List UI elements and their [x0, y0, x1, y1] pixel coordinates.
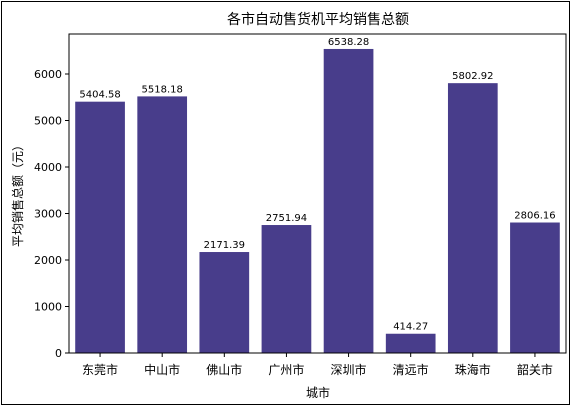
bar-6 [447, 83, 498, 353]
y-axis-label: 平均销售总额（元） [10, 139, 25, 247]
x-tick-label-1: 中山市 [144, 362, 180, 377]
bar-value-label-4: 6538.28 [328, 37, 369, 48]
bar-value-label-5: 414.27 [393, 322, 428, 333]
bar-value-label-2: 2171.39 [204, 240, 245, 251]
y-axis: 0 1000 2000 3000 4000 5000 6000 [34, 68, 69, 360]
bar-value-label-6: 5802.92 [452, 71, 493, 82]
chart-title: 各市自动售货机平均销售总额 [227, 11, 409, 28]
x-tick-label-4: 深圳市 [331, 362, 367, 377]
y-tick-label-4: 4000 [34, 161, 62, 174]
y-tick-label-0: 0 [55, 347, 62, 360]
x-tick-label-3: 广州市 [268, 362, 304, 377]
bar-3 [261, 225, 312, 353]
x-tick-label-2: 佛山市 [206, 362, 242, 377]
x-tick-label-6: 珠海市 [455, 362, 491, 377]
bar-4 [323, 48, 374, 354]
x-tick-label-7: 韶关市 [517, 362, 553, 377]
x-tick-label-5: 清远市 [393, 362, 429, 377]
bar-value-label-1: 5518.18 [142, 84, 183, 95]
bars-layer [75, 48, 560, 354]
bar-7 [510, 222, 560, 353]
y-tick-label-5: 5000 [34, 114, 62, 127]
x-axis: 东莞市 中山市 佛山市 广州市 深圳市 清远市 珠海市 韶关市 [82, 353, 553, 377]
bar-value-label-7: 2806.16 [514, 211, 555, 222]
y-tick-label-1: 1000 [34, 301, 62, 314]
y-tick-label-2: 2000 [34, 254, 62, 267]
bar-5 [385, 333, 436, 353]
plot-area-border [68, 33, 567, 354]
bar-1 [137, 96, 188, 354]
x-axis-label: 城市 [306, 385, 330, 400]
x-tick-label-0: 东莞市 [82, 362, 118, 377]
y-tick-label-3: 3000 [34, 208, 62, 221]
value-labels-layer: 5404.58 5518.18 2171.39 2751.94 6538.28 414.2… [79, 37, 555, 333]
bar-value-label-3: 2751.94 [266, 213, 307, 224]
y-tick-label-6: 6000 [34, 68, 62, 81]
bar-value-label-0: 5404.58 [79, 90, 120, 101]
bar-0 [75, 101, 125, 354]
bar-2 [199, 252, 250, 353]
